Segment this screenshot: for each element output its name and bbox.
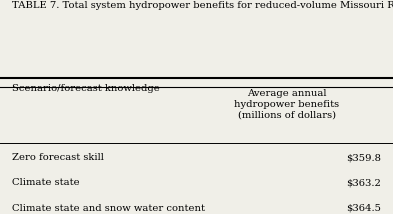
Text: Scenario/forecast knowledge: Scenario/forecast knowledge (12, 84, 160, 93)
Text: Zero forecast skill: Zero forecast skill (12, 153, 104, 162)
Text: $363.2: $363.2 (346, 178, 381, 187)
Text: Average annual
hydropower benefits
(millions of dollars): Average annual hydropower benefits (mill… (234, 89, 340, 120)
Text: Climate state: Climate state (12, 178, 79, 187)
Text: $364.5: $364.5 (346, 204, 381, 213)
Text: Climate state and snow water content: Climate state and snow water content (12, 204, 205, 213)
Text: TABLE 7. Total system hydropower benefits for reduced-volume Missouri River main: TABLE 7. Total system hydropower benefit… (12, 1, 393, 10)
Text: $359.8: $359.8 (346, 153, 381, 162)
